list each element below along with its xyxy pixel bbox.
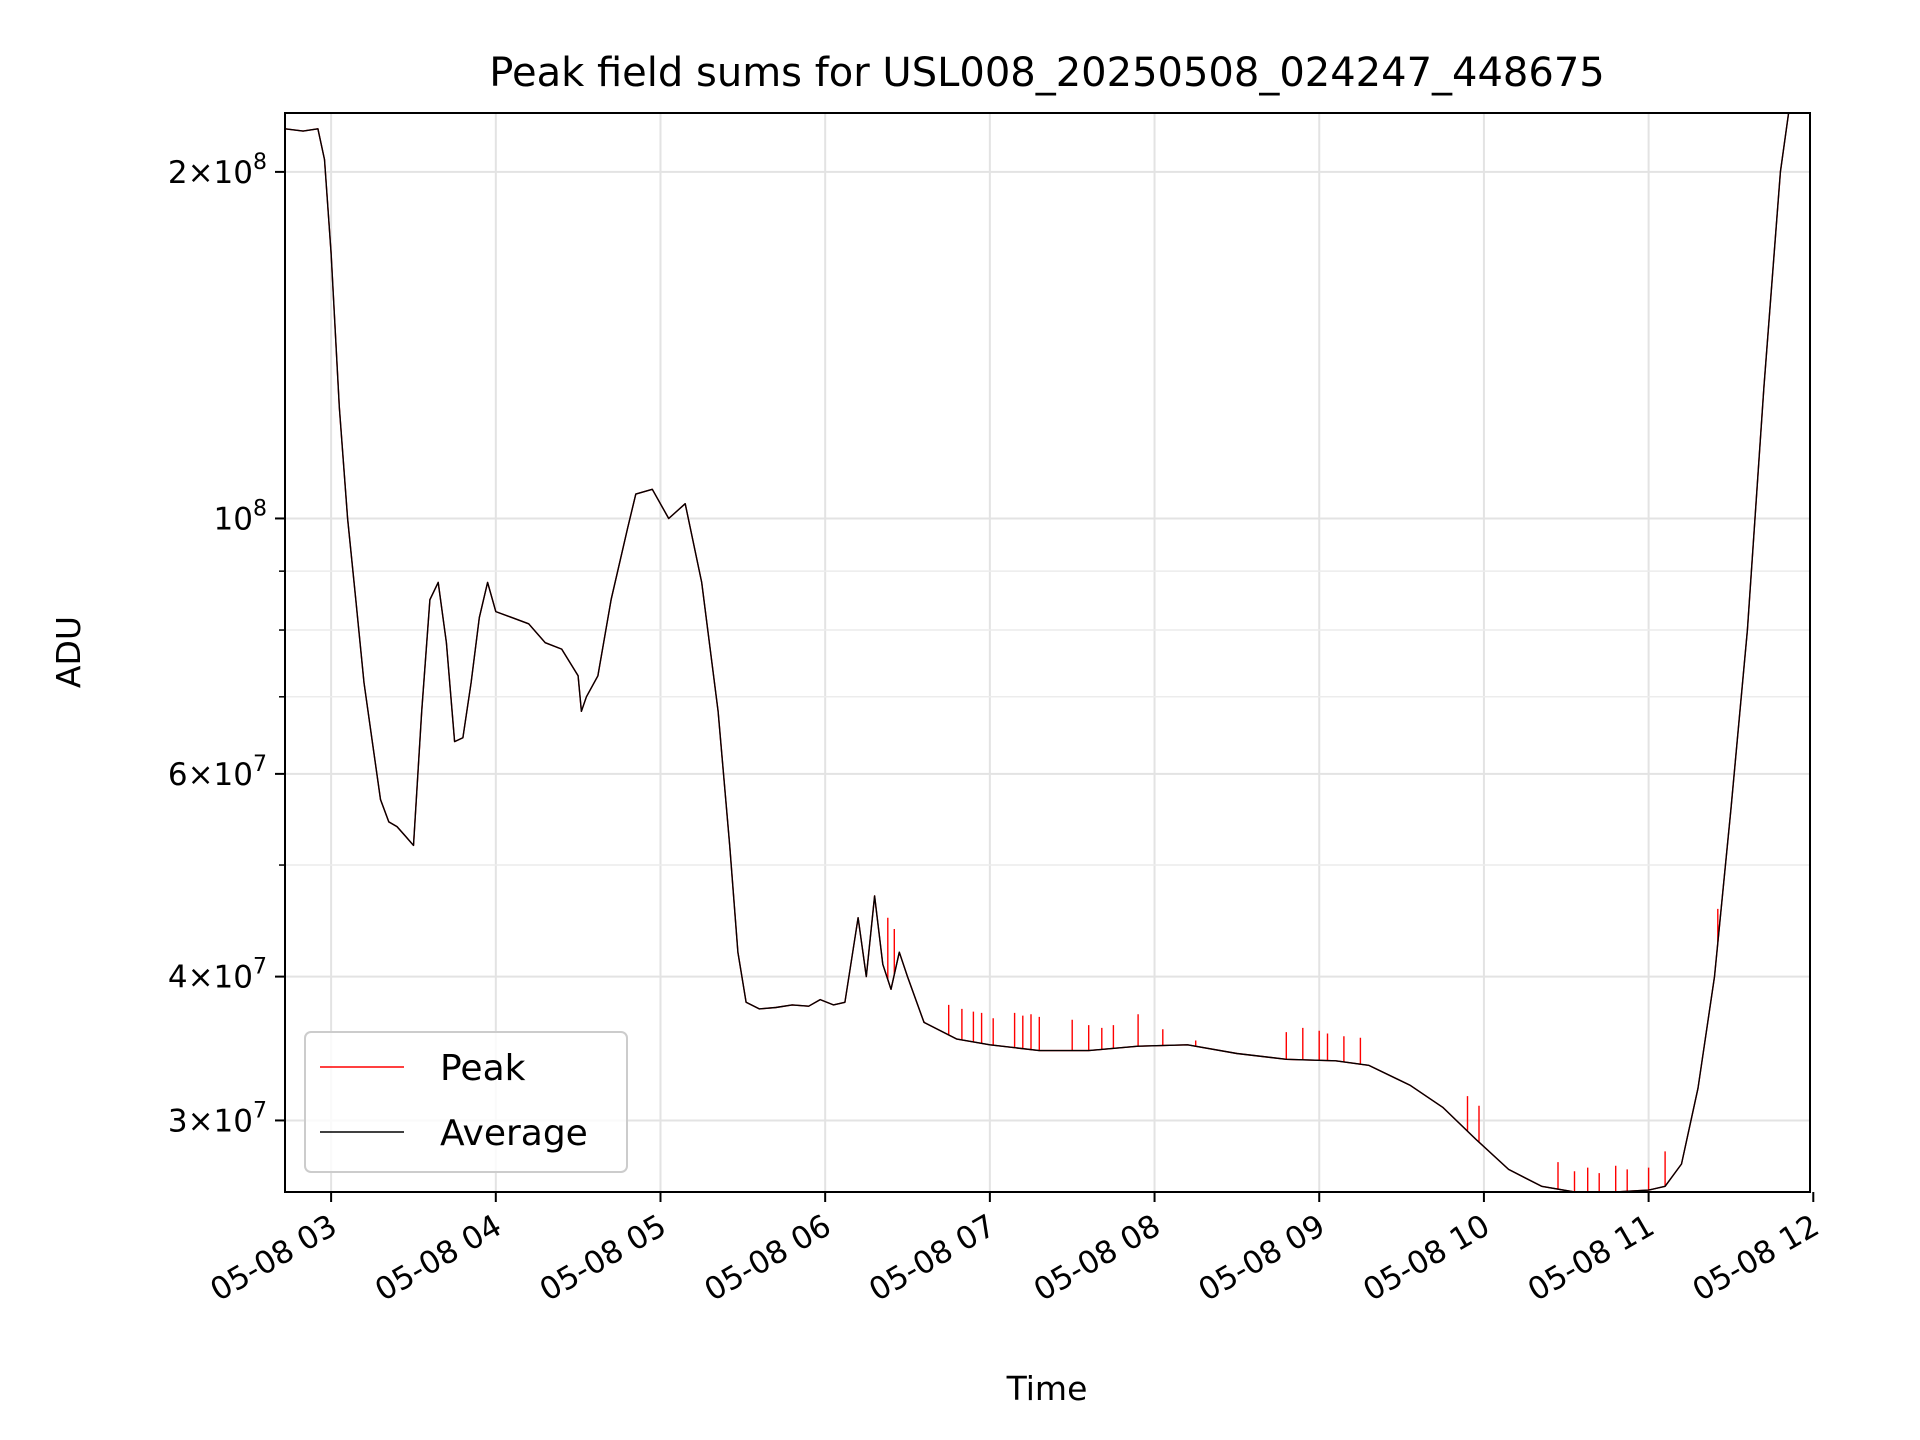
legend-label-average: Average	[440, 1113, 588, 1154]
plot-frame	[284, 112, 1811, 1193]
y-tick-exponent: 8	[253, 150, 267, 175]
series-layer	[285, 113, 1790, 1192]
y-tick-exponent: 7	[253, 955, 267, 980]
legend-label-peak: Peak	[440, 1048, 526, 1089]
grid	[285, 113, 1810, 1192]
y-tick-mantissa: 10	[214, 501, 253, 537]
y-tick-exponent: 7	[253, 1098, 267, 1123]
y-tick-label: 4×107	[168, 955, 267, 996]
y-tick-mantissa: 6×10	[168, 757, 253, 793]
y-tick-mantissa: 4×10	[168, 960, 253, 996]
y-tick-mantissa: 2×10	[168, 155, 253, 191]
y-tick-exponent: 8	[253, 496, 267, 521]
y-tick-mantissa: 3×10	[168, 1103, 253, 1139]
y-tick-label: 6×107	[168, 752, 267, 793]
legend: Peak Average	[304, 1031, 628, 1173]
x-axis-label: Time	[1006, 1369, 1088, 1408]
series-line-average	[285, 113, 1790, 1192]
chart-title: Peak field sums for USL008_20250508_0242…	[489, 50, 1604, 96]
y-tick-exponent: 7	[253, 752, 267, 777]
y-axis-label: ADU	[49, 616, 88, 688]
y-tick-label: 2×108	[168, 150, 267, 191]
y-tick-label: 3×107	[168, 1098, 267, 1139]
y-tick-label: 108	[214, 496, 267, 537]
